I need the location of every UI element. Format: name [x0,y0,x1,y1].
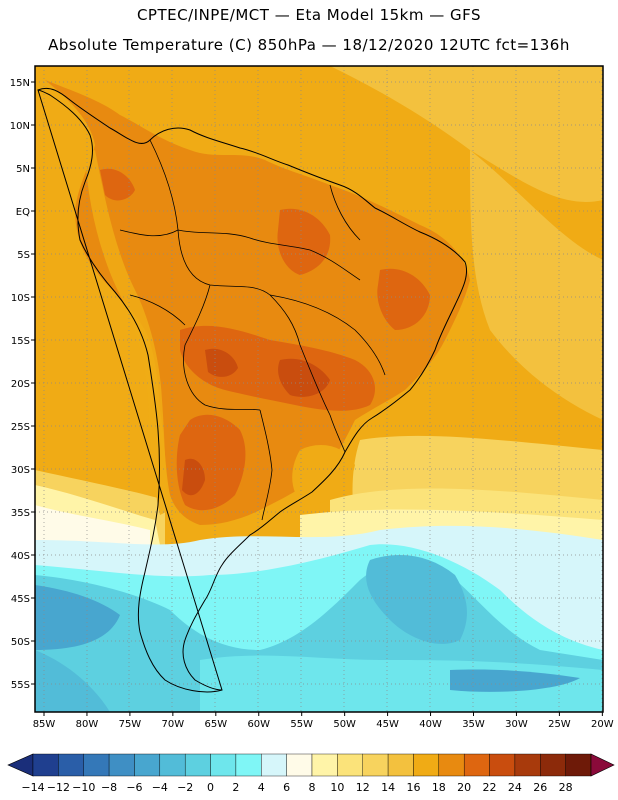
lon-tick-label: 70W [162,719,185,730]
colorbar-label: 24 [508,781,522,794]
colorbar-swatch [489,753,516,777]
colorbar-swatch [540,753,566,777]
colorbar-swatch [83,753,110,777]
colorbar-label: 6 [283,781,290,794]
map-frame [34,65,604,713]
colorbar-swatch [134,753,161,777]
colorbar-label: 12 [356,781,370,794]
longitude-axis: 85W 80W 75W 70W 65W 60W 55W 50W 45W 40W 35W 30W 25W 2… [33,712,614,730]
colorbar-swatch [387,753,414,777]
lon-tick-label: 75W [119,719,142,730]
colorbar-swatch [337,753,363,777]
colorbar-swatch [159,753,186,777]
lat-tick-label: 10N [10,121,30,132]
lon-tick-label: 85W [33,719,56,730]
lat-tick-label: 5S [17,250,30,261]
colorbar-label: 8 [309,781,316,794]
colorbar-label: −8 [101,781,117,794]
colorbar-swatch [58,753,84,777]
lat-tick-label: 45S [11,594,30,605]
colorbar-label: −14 [21,781,44,794]
lat-tick-label: 55S [11,680,30,691]
colorbar-label: −4 [152,781,168,794]
lon-tick-label: 25W [548,719,571,730]
colorbar-label: 28 [559,781,573,794]
colorbar-swatch [463,753,490,777]
temperature-field [35,66,603,712]
colorbar-swatch [311,753,338,777]
lon-tick-label: 45W [376,719,399,730]
colorbar-swatch [413,753,440,777]
coastline [37,87,468,693]
colorbar-label: 0 [207,781,214,794]
colorbar-swatch [184,753,211,777]
colorbar-label: −10 [72,781,95,794]
colorbar-label: 2 [232,781,239,794]
lat-tick-label: EQ [16,207,30,218]
colorbar-label: 18 [432,781,446,794]
title-line-2: Absolute Temperature (C) 850hPa — 18/12/… [48,36,570,54]
colorbar-swatch [514,753,541,777]
lon-tick-label: 35W [462,719,485,730]
colorbar-label: −12 [47,781,70,794]
lat-tick-label: 40S [11,551,30,562]
colorbar-swatch [261,753,287,777]
colorbar-label: 20 [457,781,471,794]
colorbar-label: 26 [533,781,547,794]
colorbar-swatch [210,753,237,777]
latitude-axis: 15N 10N 5N EQ 5S 10S 15S 20S 25S 30S 35S 40S 45S 50S 5… [10,78,35,691]
lon-tick-label: 20W [591,719,614,730]
colorbar-label: 22 [483,781,497,794]
lat-tick-label: 5N [16,164,30,175]
colorbar-swatch [286,753,313,777]
lon-tick-label: 50W [333,719,356,730]
colorbar-swatch [438,753,465,777]
lon-tick-label: 55W [290,719,313,730]
lon-tick-label: 80W [76,719,99,730]
colorbar-label: −6 [126,781,142,794]
colorbar-over-arrow [590,753,615,777]
lat-tick-label: 10S [11,293,30,304]
colorbar-label: −2 [177,781,193,794]
title-line-1: CPTEC/INPE/MCT — Eta Model 15km — GFS [136,6,482,24]
lon-tick-label: 60W [247,719,270,730]
lat-tick-label: 15S [11,336,30,347]
colorbar-swatch [565,753,592,777]
colorbar-label: 10 [330,781,344,794]
colorbar-label: 14 [381,781,395,794]
colorbar-under-arrow [7,753,34,777]
lon-tick-label: 40W [419,719,442,730]
lat-tick-label: 30S [11,465,30,476]
lon-tick-label: 30W [505,719,528,730]
colorbar-label: 4 [258,781,265,794]
colorbar: −14 −12 −10 −8 −6 −4 −2 0 2 4 6 8 10 12 14 16 18 20 22 24 26… [7,753,615,794]
lon-tick-label: 65W [204,719,227,730]
lat-tick-label: 20S [11,379,30,390]
lat-tick-label: 25S [11,422,30,433]
country-borders [119,139,386,521]
lat-tick-label: 35S [11,508,30,519]
colorbar-label: 16 [406,781,420,794]
colorbar-swatch [362,753,389,777]
lat-tick-label: 50S [11,637,30,648]
lat-tick-label: 15N [10,78,30,89]
colorbar-swatch [108,753,135,777]
colorbar-swatch [32,753,59,777]
colorbar-swatch [235,753,262,777]
